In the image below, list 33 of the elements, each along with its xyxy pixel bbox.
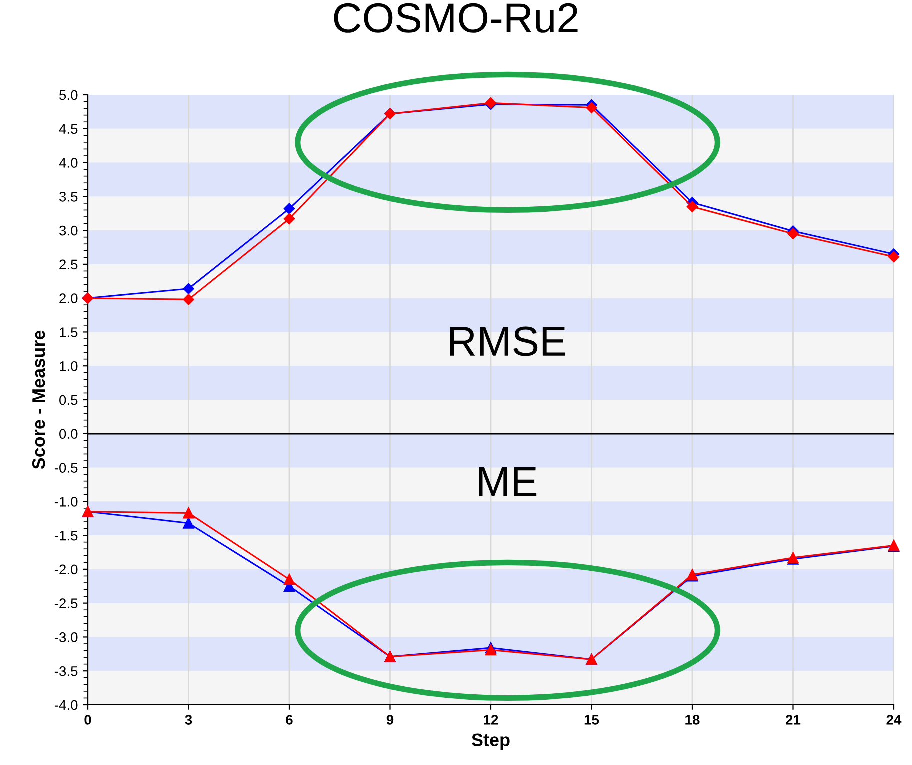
y-tick-label: -3.0 (54, 632, 78, 642)
y-tick-label: 4.0 (59, 158, 78, 168)
x-tick-label: 9 (386, 715, 394, 725)
y-tick-label: -4.0 (54, 700, 78, 710)
x-axis-title: Step (472, 734, 510, 750)
y-tick-label: -2.0 (54, 564, 78, 575)
x-tick-label: 6 (286, 715, 293, 725)
annotation: ME (479, 468, 537, 496)
y-tick-label: -1.0 (54, 497, 78, 507)
y-tick-label: 3.5 (60, 192, 78, 202)
x-tick-label: 3 (185, 715, 192, 725)
x-tick-label: 15 (584, 715, 600, 725)
y-tick-label: 1.5 (60, 328, 78, 338)
y-tick-label: 0.5 (60, 395, 78, 406)
x-tick-label: 12 (484, 715, 498, 725)
y-tick-label: -2.5 (54, 598, 78, 609)
y-tick-label: 1.0 (60, 361, 78, 372)
x-tick-label: 24 (886, 715, 902, 725)
x-tick-label: 18 (686, 715, 700, 725)
x-tick-label: 0 (84, 715, 92, 725)
y-tick-label: -3.5 (54, 666, 78, 676)
y-tick-label: 3.0 (60, 226, 78, 236)
x-tick-label: 21 (786, 715, 801, 725)
y-axis-title: Score - Measure (32, 330, 46, 470)
y-tick-label: 2.5 (60, 260, 78, 270)
y-tick-label: -1.5 (54, 531, 78, 541)
text: COSMO-Ru2 (334, 3, 578, 33)
y-tick-label: 2.0 (60, 294, 78, 304)
y-tick-label: -0.5 (54, 463, 78, 473)
annotation: RMSE (450, 326, 566, 356)
y-tick-label: 0.0 (60, 429, 78, 440)
y-tick-label: 5.0 (60, 90, 78, 100)
y-tick-label: 4.5 (59, 124, 78, 134)
